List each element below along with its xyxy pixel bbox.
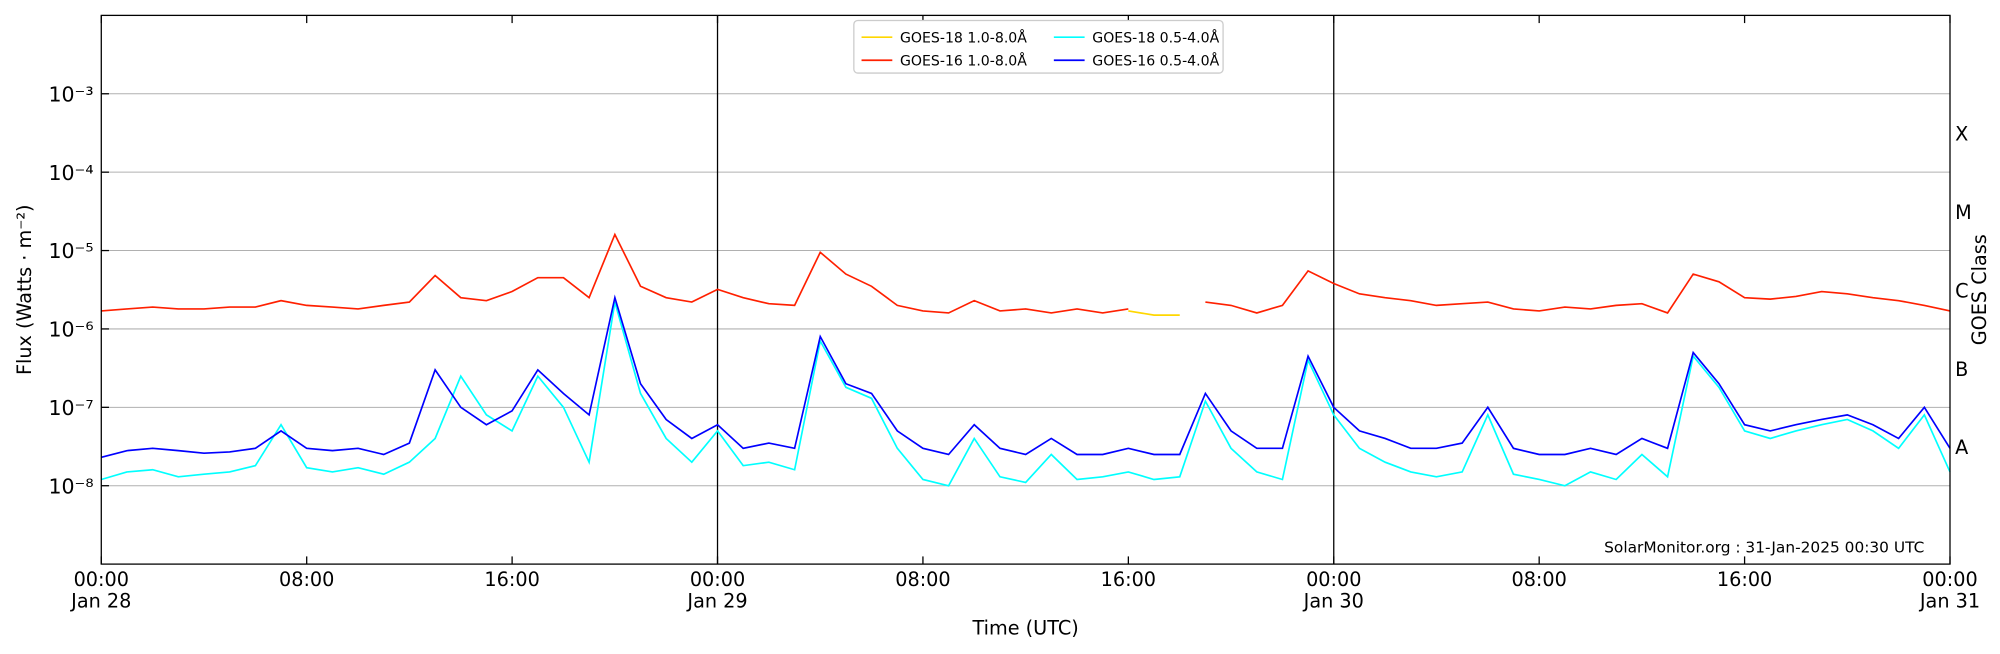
y-tick-label: 10⁻⁷ bbox=[48, 396, 93, 420]
y-tick-label: 10⁻⁵ bbox=[48, 239, 93, 263]
legend-label: GOES-18 1.0-8.0Å bbox=[900, 29, 1027, 46]
legend-label: GOES-18 0.5-4.0Å bbox=[1092, 29, 1219, 46]
x-tick-label: 16:00 bbox=[1101, 568, 1156, 591]
y2-tick-label: C bbox=[1955, 279, 1968, 302]
y-axis-label: Flux (Watts · m⁻²) bbox=[13, 204, 36, 375]
y2-tick-label: M bbox=[1955, 201, 1972, 224]
y-tick-label: 10⁻³ bbox=[48, 82, 93, 106]
y-tick-label: 10⁻⁶ bbox=[48, 318, 93, 342]
legend: GOES-18 1.0-8.0Å GOES-16 1.0-8.0Å GOES-18 … bbox=[853, 19, 1224, 74]
x-tick-label: 00:00 Jan 31 bbox=[1919, 568, 1980, 613]
legend-label: GOES-16 0.5-4.0Å bbox=[1092, 52, 1219, 69]
series-line bbox=[101, 232, 1951, 314]
y-tick-label: 10⁻⁸ bbox=[48, 474, 93, 498]
series-line bbox=[101, 301, 1951, 487]
x-tick-label: 00:00 Jan 30 bbox=[1303, 568, 1364, 613]
y2-tick-label: X bbox=[1955, 123, 1968, 146]
series-line bbox=[1128, 310, 1180, 316]
x-tick-label: 16:00 bbox=[484, 568, 539, 591]
series-line bbox=[101, 294, 1951, 459]
legend-box bbox=[853, 19, 1224, 74]
y-tick-label: 10⁻⁴ bbox=[48, 161, 93, 185]
annotation: SolarMonitor.org : 31-Jan-2025 00:30 UTC bbox=[1604, 539, 1924, 557]
x-axis-label: Time (UTC) bbox=[972, 617, 1079, 640]
x-tick-label: 00:00 Jan 28 bbox=[70, 568, 131, 613]
x-tick-label: 00:00 Jan 29 bbox=[686, 568, 747, 613]
x-tick-label: 08:00 bbox=[895, 568, 950, 591]
x-tick-label: 16:00 bbox=[1717, 568, 1772, 591]
y2-axis-label: GOES Class bbox=[1968, 234, 1991, 345]
y2-tick-label: B bbox=[1955, 358, 1968, 381]
y2-tick-label: A bbox=[1955, 436, 1968, 459]
x-tick-label: 08:00 bbox=[1511, 568, 1566, 591]
legend-label: GOES-16 1.0-8.0Å bbox=[900, 52, 1027, 69]
plot-frame bbox=[100, 14, 1951, 565]
x-tick-label: 08:00 bbox=[279, 568, 334, 591]
